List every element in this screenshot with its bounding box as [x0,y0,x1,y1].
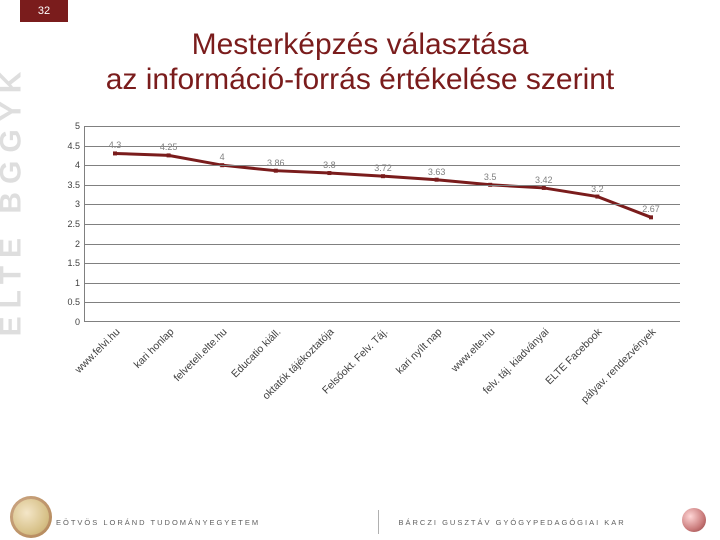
data-point-label: 2.67 [642,204,660,214]
grid-line [85,126,680,127]
grid-line [85,263,680,264]
y-tick-label: 0.5 [60,297,80,307]
y-tick-label: 2.5 [60,219,80,229]
y-tick-label: 5 [60,121,80,131]
y-tick-label: 1 [60,278,80,288]
footer: EÖTVÖS LORÁND TUDOMÁNYEGYETEM BÁRCZI GUS… [0,504,720,540]
y-tick-label: 0 [60,317,80,327]
x-tick-label: Educatio kiáll. [229,326,283,380]
slide-title: Mesterképzés választása az információ-fo… [0,28,720,97]
data-point-label: 4 [220,152,225,162]
x-tick-label: felveteli.elte.hu [172,326,230,384]
data-point-label: 4.25 [160,142,178,152]
x-tick-label: www.felvi.hu [73,326,123,376]
data-point-label: 3.5 [484,172,497,182]
footer-right: BÁRCZI GUSZTÁV GYÓGYPEDAGÓGIAI KAR [379,504,720,540]
data-point-label: 4.3 [109,140,122,150]
grid-line [85,283,680,284]
page-number-badge: 32 [20,0,68,22]
y-tick-label: 1.5 [60,258,80,268]
grid-line [85,204,680,205]
chart: 00.511.522.533.544.55 4.34.2543.863.83.7… [60,126,680,466]
y-tick-label: 3.5 [60,180,80,190]
y-tick-label: 2 [60,239,80,249]
watermark-text: ELTE BGGYK [0,64,28,337]
title-line-1: Mesterképzés választása [192,28,529,61]
grid-line [85,302,680,303]
grid-line [85,224,680,225]
y-tick-label: 4 [60,160,80,170]
data-point-label: 3.2 [591,184,604,194]
footer-left: EÖTVÖS LORÁND TUDOMÁNYEGYETEM [0,504,378,540]
data-point-label: 3.72 [374,163,392,173]
x-tick-label: ELTE Facebook [544,326,605,387]
data-point-label: 3.86 [267,158,285,168]
y-tick-label: 3 [60,199,80,209]
x-tick-label: kari nyílt nap [393,326,444,377]
x-axis-labels: www.felvi.hukari honlapfelveteli.elte.hu… [84,326,680,466]
plot-area: 4.3 4.25 4 3.86 3.8 3.72 3.63 3.5 3.42 3.2 2.67 [84,126,680,322]
x-tick-label: www.elte.hu [449,326,498,375]
data-point-label: 3.42 [535,175,553,185]
y-tick-label: 4.5 [60,141,80,151]
grid-line [85,244,680,245]
x-tick-label: kari honlap [131,326,176,371]
data-point-label: 3.63 [428,167,446,177]
title-line-2: az információ-forrás értékelése szerint [106,63,615,96]
data-point-label: 3.8 [323,160,336,170]
slide: { "page_number": "32", "watermark": "ELT… [0,0,720,540]
